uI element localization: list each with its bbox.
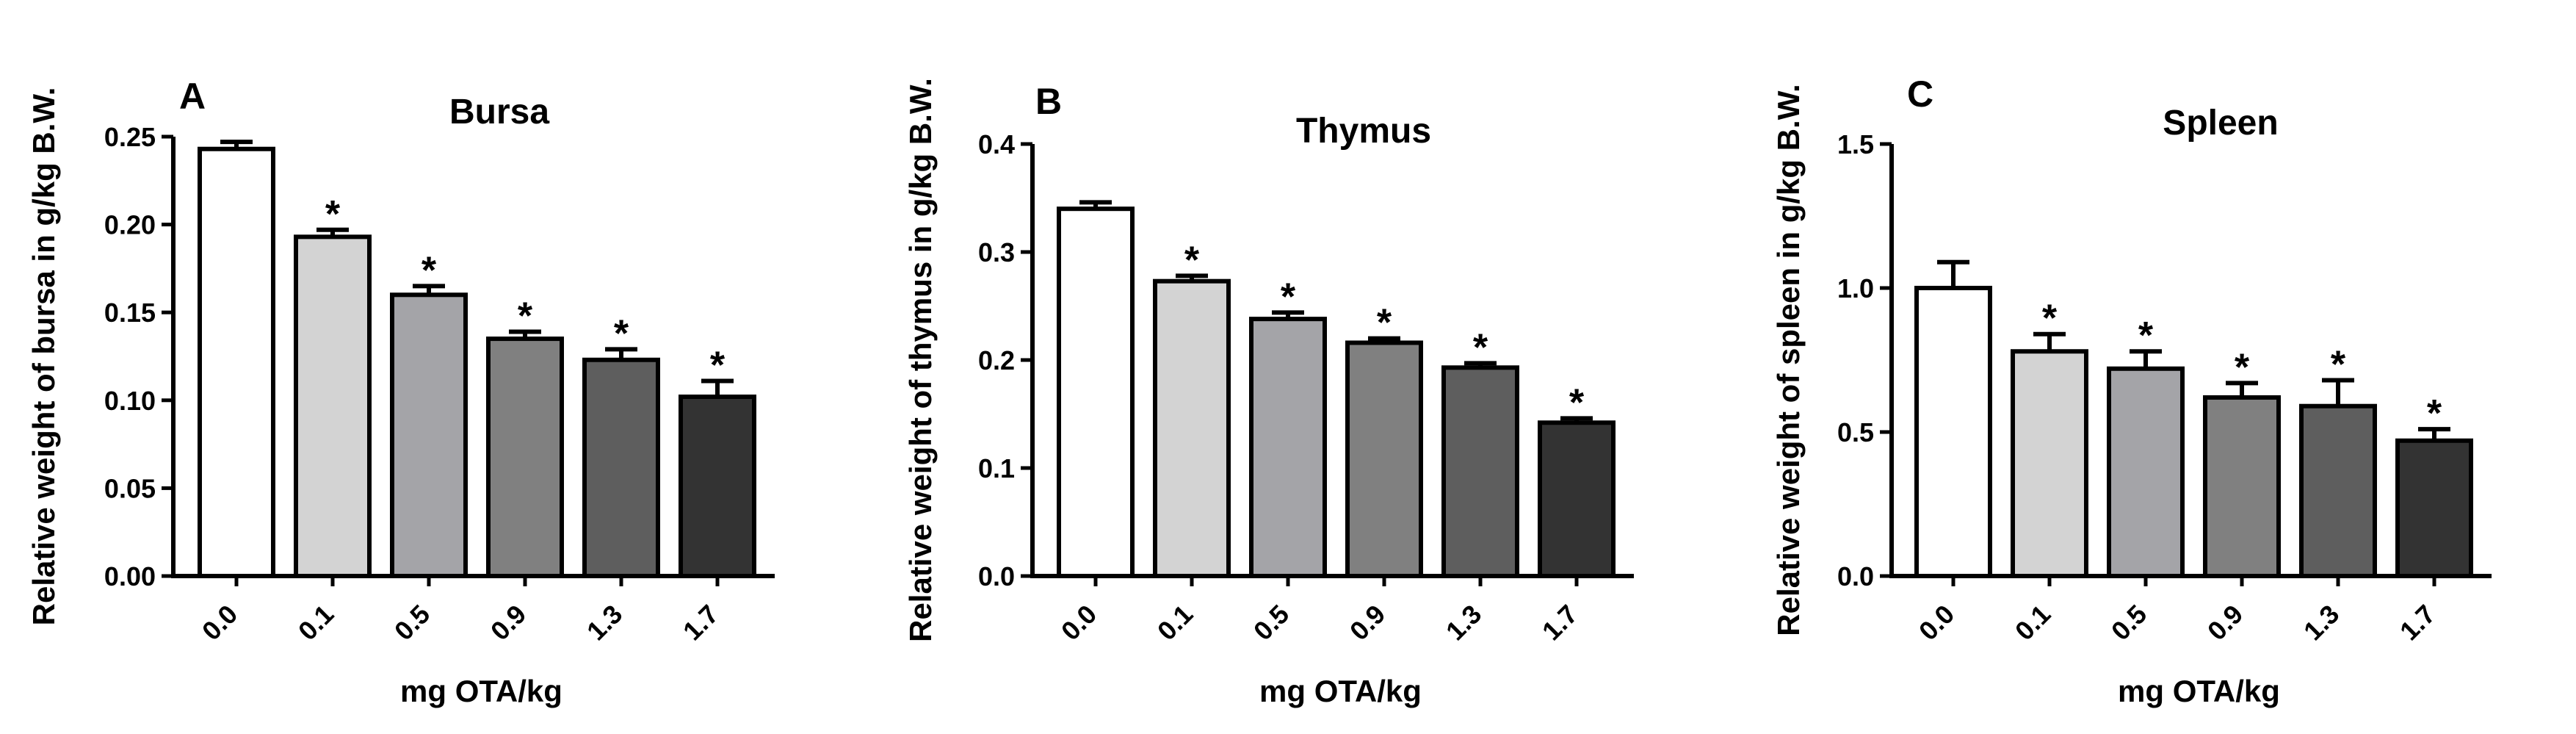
bar (390, 292, 468, 578)
x-tick-label: 0.1 (2009, 599, 2056, 646)
y-tick-label: 0.0 (978, 561, 1015, 591)
y-tick-label: 0.25 (104, 122, 156, 152)
x-tick-label: 1.7 (677, 599, 724, 646)
y-axis-label: Relative weight of thymus in g/kg B.W. (903, 78, 938, 642)
bar (1345, 340, 1423, 578)
chart-panel-a: A Bursa 0.0 * 0.1 * 0.5 * 0.9 * 1.3 * 1.7 0.00 0.05 0.1… (26, 76, 775, 708)
panel-letter: B (1035, 81, 1062, 122)
bar (2299, 403, 2377, 578)
x-tick-label: 0.9 (485, 599, 532, 646)
y-tick-label: 0.2 (978, 345, 1015, 375)
chart-panel-c: C Spleen 0.0 * 0.1 * 0.5 * 0.9 * 1.3 * 1.7 0.0 0.5 1.0 1… (1771, 73, 2492, 708)
x-tick-label: 0.1 (292, 599, 339, 646)
bar (1914, 286, 1992, 578)
significance-mark: * (2331, 343, 2346, 386)
bar (1441, 365, 1519, 578)
y-tick-label: 0.3 (978, 237, 1015, 267)
y-axis-label: Relative weight of spleen in g/kg B.W. (1771, 84, 1806, 636)
significance-mark: * (1473, 326, 1488, 369)
chart-title: Bursa (449, 93, 549, 132)
x-axis-label: mg OTA/kg (400, 674, 562, 708)
significance-mark: * (2427, 392, 2442, 435)
x-axis-label: mg OTA/kg (1259, 674, 1422, 708)
chart-panel-b: B Thymus 0.0 * 0.1 * 0.5 * 0.9 * 1.3 * 1.7 0.0 0.1 0.2 0… (903, 78, 1634, 708)
chart-title: Spleen (2163, 104, 2278, 143)
y-tick-label: 0.1 (978, 453, 1015, 483)
y-tick-label: 0.10 (104, 386, 156, 416)
bar (2395, 438, 2473, 579)
x-tick-label: 0.0 (1913, 599, 1960, 646)
bar (1153, 278, 1231, 578)
chart-title: Thymus (1296, 112, 1431, 151)
x-tick-label: 1.3 (1440, 599, 1487, 646)
panel-letter: A (179, 76, 206, 117)
significance-mark: * (2042, 298, 2058, 340)
bar (2107, 366, 2185, 578)
y-tick-label: 1.0 (1837, 273, 1874, 303)
significance-mark: * (1377, 302, 1392, 345)
bar (582, 357, 660, 578)
x-tick-label: 0.5 (1248, 599, 1295, 646)
x-tick-label: 0.1 (1151, 599, 1198, 646)
bar (679, 395, 756, 578)
bar (486, 337, 564, 578)
significance-mark: * (710, 344, 726, 386)
x-tick-label: 1.3 (2298, 599, 2345, 646)
y-tick-label: 0.20 (104, 210, 156, 240)
x-axis-label: mg OTA/kg (2118, 674, 2280, 708)
x-tick-label: 1.7 (2394, 599, 2441, 646)
significance-mark: * (422, 249, 437, 292)
significance-mark: * (1184, 239, 1200, 281)
y-axis-label: Relative weight of bursa in g/kg B.W. (26, 87, 61, 626)
x-tick-label: 0.9 (1344, 599, 1391, 646)
bar (1249, 317, 1327, 578)
x-tick-label: 0.0 (1055, 599, 1102, 646)
bar (294, 234, 372, 578)
bar (1057, 206, 1135, 578)
significance-mark: * (1281, 276, 1296, 318)
significance-mark: * (518, 295, 533, 338)
x-tick-label: 0.9 (2201, 599, 2248, 646)
y-tick-label: 0.00 (104, 561, 156, 591)
panel-letter: C (1907, 73, 1933, 115)
y-tick-label: 0.0 (1837, 561, 1874, 591)
y-tick-label: 0.4 (978, 129, 1015, 159)
x-tick-label: 1.3 (581, 599, 628, 646)
significance-mark: * (1569, 381, 1585, 424)
significance-mark: * (2138, 314, 2154, 357)
bar (2203, 395, 2281, 579)
y-tick-label: 0.05 (104, 473, 156, 503)
bar (198, 146, 275, 578)
x-tick-label: 1.7 (1536, 599, 1583, 646)
y-tick-label: 0.5 (1837, 417, 1874, 447)
x-tick-label: 0.0 (196, 599, 243, 646)
x-tick-label: 0.5 (2105, 599, 2152, 646)
significance-mark: * (614, 312, 629, 355)
bar (2011, 349, 2088, 578)
bar (1538, 420, 1616, 579)
significance-mark: * (2235, 346, 2250, 389)
y-tick-label: 1.5 (1837, 129, 1874, 159)
significance-mark: * (325, 193, 341, 236)
x-tick-label: 0.5 (388, 599, 435, 646)
y-tick-label: 0.15 (104, 298, 156, 328)
